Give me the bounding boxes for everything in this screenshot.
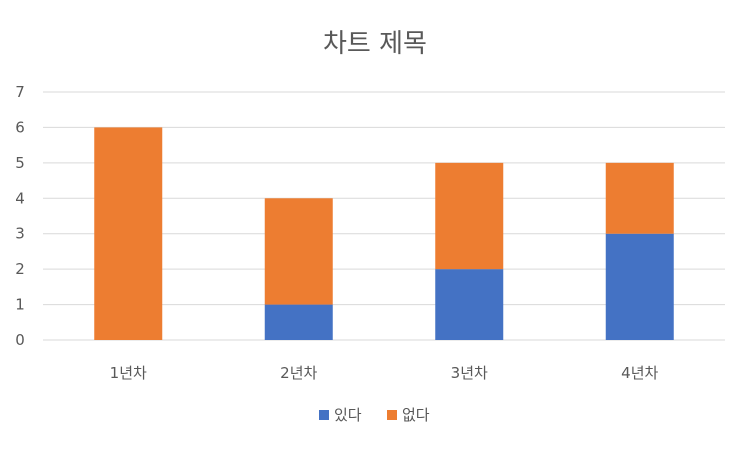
y-axis-ticks: 0 1 2 3 4 5 6 7 (15, 83, 25, 349)
bar-없다-3년차 (435, 162, 504, 270)
bar-없다-4년차 (605, 162, 674, 234)
legend-swatch-있다 (319, 410, 329, 420)
x-tick-label: 1년차 (110, 364, 147, 382)
x-tick-label: 4년차 (621, 364, 658, 382)
bar-없다-1년차 (94, 127, 163, 340)
y-tick-label: 5 (15, 154, 25, 172)
y-tick-label: 1 (15, 296, 25, 314)
y-tick-label: 6 (15, 118, 25, 136)
bars (94, 127, 674, 340)
x-tick-label: 2년차 (280, 364, 317, 382)
y-tick-label: 0 (15, 331, 25, 349)
y-tick-label: 3 (15, 225, 25, 243)
bar-있다-3년차 (435, 269, 504, 340)
bar-없다-2년차 (264, 198, 333, 305)
bar-있다-2년차 (264, 304, 333, 340)
legend-label-없다: 없다 (402, 406, 430, 424)
y-tick-label: 2 (15, 260, 25, 278)
x-tick-label: 3년차 (451, 364, 488, 382)
legend-label-있다: 있다 (334, 406, 362, 424)
legend: 있다 없다 (319, 406, 430, 424)
legend-swatch-없다 (387, 410, 397, 420)
bar-있다-4년차 (605, 233, 674, 340)
y-tick-label: 4 (15, 189, 25, 207)
chart-title: 차트 제목 (323, 29, 427, 59)
y-tick-label: 7 (15, 83, 25, 101)
x-axis-ticks: 1년차 2년차 3년차 4년차 (110, 364, 659, 382)
